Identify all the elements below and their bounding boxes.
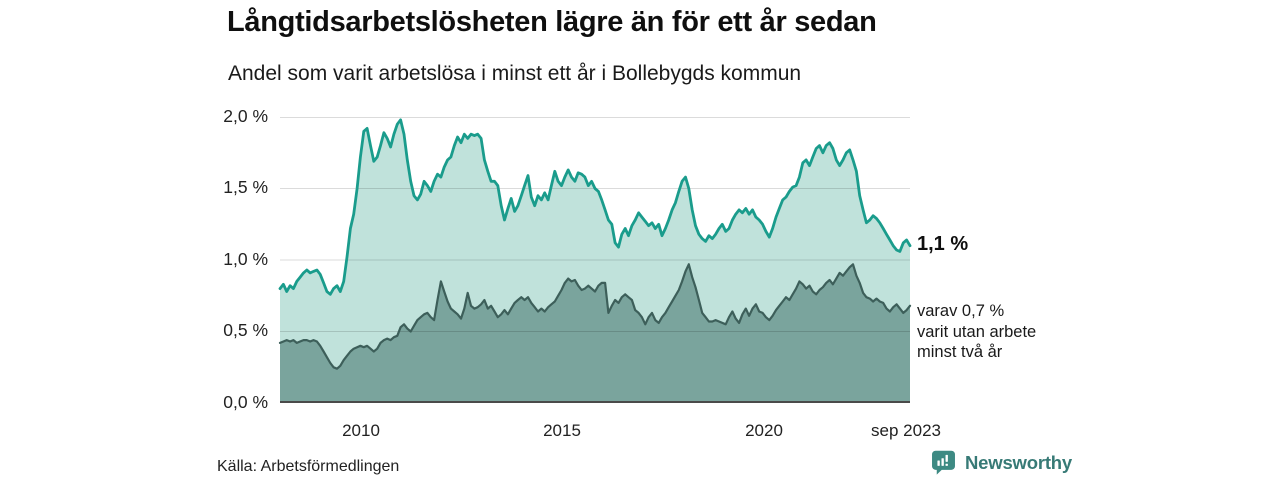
total-line [278, 118, 912, 296]
y-axis-label-0-5: 0,5 % [223, 320, 268, 340]
newsworthy-wordmark: Newsworthy [965, 451, 1072, 473]
page-subtitle: Andel som varit arbetslösa i minst ett å… [228, 62, 802, 85]
source-attribution: Källa: Arbetsförmedlingen [217, 458, 400, 475]
y-axis-label-1-0: 1,0 % [223, 249, 268, 269]
x-axis-label-2015: 2015 [543, 421, 581, 440]
gridlines [280, 117, 910, 403]
annotation-line-2: varit utan arbete [917, 322, 1037, 341]
annotation-line-3: minst två år [917, 343, 1003, 361]
y-axis-label-1-5: 1,5 % [223, 177, 268, 197]
annotation-line-1: varav 0,7 % [917, 302, 1005, 320]
two-year-line [278, 263, 912, 370]
latest-two-year-annotation: varav 0,7 % varit utan arbete minst två … [917, 301, 1036, 363]
y-axis-label-0-0: 0,0 % [223, 392, 268, 412]
x-axis-label-sep-2023: sep 2023 [871, 421, 941, 440]
area-chart [278, 117, 912, 404]
x-axis-label-2010: 2010 [342, 421, 380, 440]
newsworthy-bar-chart-icon [932, 450, 955, 475]
y-axis-label-2-0: 2,0 % [223, 106, 268, 126]
newsworthy-logo: Newsworthy [930, 449, 1072, 476]
page-title: Långtidsarbetslösheten lägre än för ett … [227, 6, 877, 38]
plot-area [278, 117, 912, 404]
two-year-area-fill [280, 264, 910, 403]
latest-total-annotation: 1,1 % [917, 233, 969, 255]
x-axis-label-2020: 2020 [745, 421, 783, 440]
